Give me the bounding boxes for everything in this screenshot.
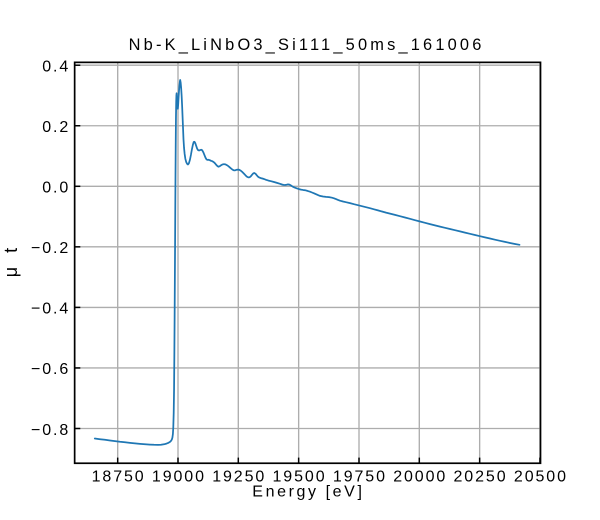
svg-text:−0.6: −0.6 <box>31 361 70 378</box>
svg-text:μ t: μ t <box>1 243 21 277</box>
svg-text:19500: 19500 <box>273 468 327 485</box>
svg-text:−0.8: −0.8 <box>31 422 70 439</box>
svg-text:19750: 19750 <box>333 468 387 485</box>
svg-text:18750: 18750 <box>92 468 146 485</box>
svg-text:19000: 19000 <box>152 468 206 485</box>
svg-text:−0.4: −0.4 <box>31 301 70 318</box>
svg-text:0.0: 0.0 <box>42 180 70 197</box>
svg-text:0.2: 0.2 <box>42 119 70 136</box>
svg-text:20000: 20000 <box>393 468 447 485</box>
svg-text:−0.2: −0.2 <box>31 240 70 257</box>
svg-text:Energy [eV]: Energy [eV] <box>252 483 364 500</box>
svg-text:Nb-K_LiNbO3_Si111_50ms_161006: Nb-K_LiNbO3_Si111_50ms_161006 <box>129 36 485 54</box>
svg-text:19250: 19250 <box>212 468 266 485</box>
svg-text:20250: 20250 <box>454 468 508 485</box>
svg-text:0.4: 0.4 <box>42 59 70 76</box>
svg-text:20500: 20500 <box>514 468 568 485</box>
